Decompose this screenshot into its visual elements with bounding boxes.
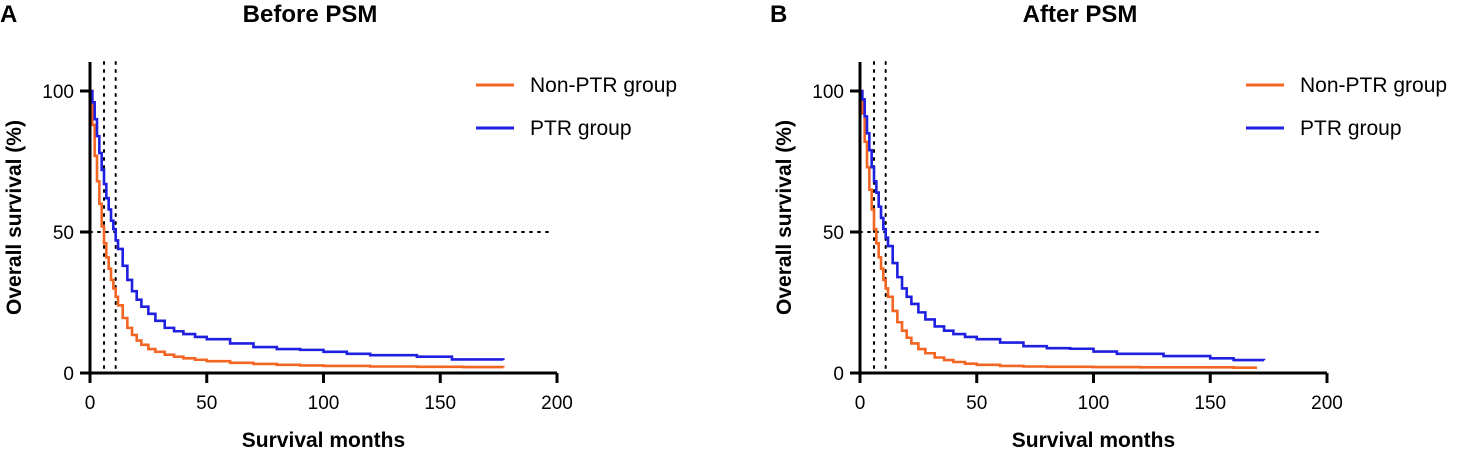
x-tick-label: 100 <box>308 393 340 414</box>
x-tick-label: 150 <box>1194 393 1226 414</box>
y-tick-label: 100 <box>42 82 74 103</box>
legend-label-non-ptr: Non-PTR group <box>530 74 677 97</box>
x-axis-title: Survival months <box>1012 429 1175 452</box>
x-tick-label: 150 <box>424 393 456 414</box>
x-axis-title: Survival months <box>242 429 405 452</box>
km-curve-ptr <box>90 89 505 361</box>
chart-title: Before PSM <box>243 1 378 28</box>
panel-letter: B <box>770 1 787 28</box>
km-chart-after-psm: B After PSM 0 50 100 0 50 100 150 200 Survival mon… <box>770 1 1447 452</box>
y-tick-label: 0 <box>63 364 74 385</box>
y-axis-title: Overall survival (%) <box>3 120 26 315</box>
x-tick-label: 50 <box>196 393 217 414</box>
y-tick-label: 100 <box>812 82 844 103</box>
x-tick-label: 50 <box>966 393 987 414</box>
y-tick-label: 0 <box>833 364 844 385</box>
y-axis-title: Overall survival (%) <box>773 120 796 315</box>
km-curve-non-ptr <box>860 89 1257 369</box>
legend-label-non-ptr: Non-PTR group <box>1300 74 1447 97</box>
km-curve-non-ptr <box>90 89 505 369</box>
legend-label-ptr: PTR group <box>1300 117 1402 140</box>
km-chart-before-psm: A Before PSM 0 50 100 0 50 100 150 200 Survival mo… <box>0 1 677 452</box>
x-tick-label: 200 <box>1311 393 1343 414</box>
x-tick-label: 0 <box>85 393 96 414</box>
panel-a-before-psm: A Before PSM 0 50 100 0 50 100 150 200 Survival mo… <box>0 1 677 452</box>
km-curve-ptr <box>860 89 1266 362</box>
panel-letter: A <box>0 1 17 28</box>
chart-title: After PSM <box>1023 1 1138 28</box>
panel-b-after-psm: B After PSM 0 50 100 0 50 100 150 200 Survival mon… <box>770 0 1476 452</box>
x-tick-label: 200 <box>541 393 573 414</box>
y-tick-label: 50 <box>53 223 74 244</box>
y-tick-label: 50 <box>823 223 844 244</box>
x-tick-label: 0 <box>855 393 866 414</box>
legend-label-ptr: PTR group <box>530 117 632 140</box>
x-tick-label: 100 <box>1078 393 1110 414</box>
